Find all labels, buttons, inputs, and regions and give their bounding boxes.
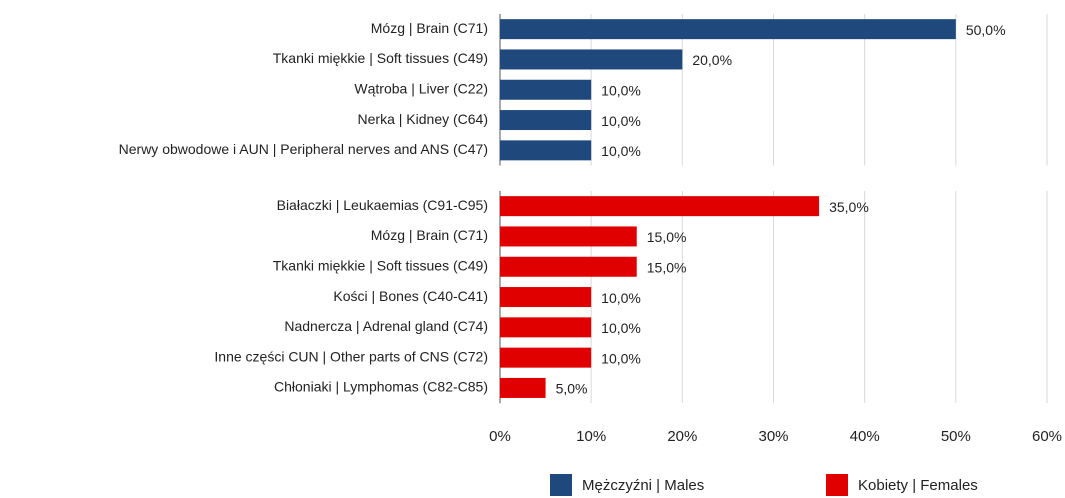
legend-label: Kobiety | Females	[858, 477, 978, 494]
bar	[500, 256, 637, 277]
x-tick-label: 30%	[758, 428, 788, 445]
bar	[500, 287, 592, 308]
bar	[500, 196, 820, 217]
data-label: 15,0%	[647, 259, 687, 275]
bar	[500, 79, 592, 100]
data-label: 35,0%	[829, 199, 869, 215]
x-tick-label: 40%	[850, 428, 880, 445]
data-label: 10,0%	[601, 350, 641, 366]
x-tick-label: 50%	[941, 428, 971, 445]
x-tick-label: 10%	[576, 428, 606, 445]
legend-label: Mężczyźni | Males	[582, 477, 704, 494]
legend-swatch	[826, 474, 848, 496]
data-label: 10,0%	[601, 113, 641, 129]
data-label: 15,0%	[647, 229, 687, 245]
data-label: 50,0%	[966, 22, 1006, 38]
bar	[500, 49, 683, 70]
category-label: Kości | Bones (C40-C41)	[333, 288, 488, 304]
category-label: Wątroba | Liver (C22)	[354, 80, 488, 96]
data-label: 10,0%	[601, 143, 641, 159]
x-tick-label: 60%	[1032, 428, 1062, 445]
data-label: 5,0%	[556, 381, 588, 397]
bar	[500, 226, 637, 247]
bar	[500, 110, 592, 131]
bar	[500, 140, 592, 161]
legend-swatch	[550, 474, 572, 496]
data-label: 10,0%	[601, 290, 641, 306]
category-label: Tkanki miękkie | Soft tissues (C49)	[273, 257, 488, 273]
category-label: Nadnercza | Adrenal gland (C74)	[284, 318, 488, 334]
category-label: Chłoniaki | Lymphomas (C82-C85)	[274, 379, 488, 395]
category-label: Tkanki miękkie | Soft tissues (C49)	[273, 50, 488, 66]
data-label: 20,0%	[692, 52, 732, 68]
category-label: Nerwy obwodowe i AUN | Peripheral nerves…	[119, 141, 488, 157]
category-label: Mózg | Brain (C71)	[371, 227, 488, 243]
category-label: Mózg | Brain (C71)	[371, 20, 488, 36]
category-label: Białaczki | Leukaemias (C91-C95)	[277, 197, 488, 213]
data-label: 10,0%	[601, 320, 641, 336]
category-label: Inne części CUN | Other parts of CNS (C7…	[214, 348, 488, 364]
data-label: 10,0%	[601, 82, 641, 98]
x-tick-label: 20%	[667, 428, 697, 445]
x-tick-label: 0%	[489, 428, 511, 445]
bar	[500, 19, 956, 40]
bar	[500, 317, 592, 338]
bar	[500, 377, 546, 398]
bar	[500, 347, 592, 368]
category-label: Nerka | Kidney (C64)	[358, 111, 488, 127]
